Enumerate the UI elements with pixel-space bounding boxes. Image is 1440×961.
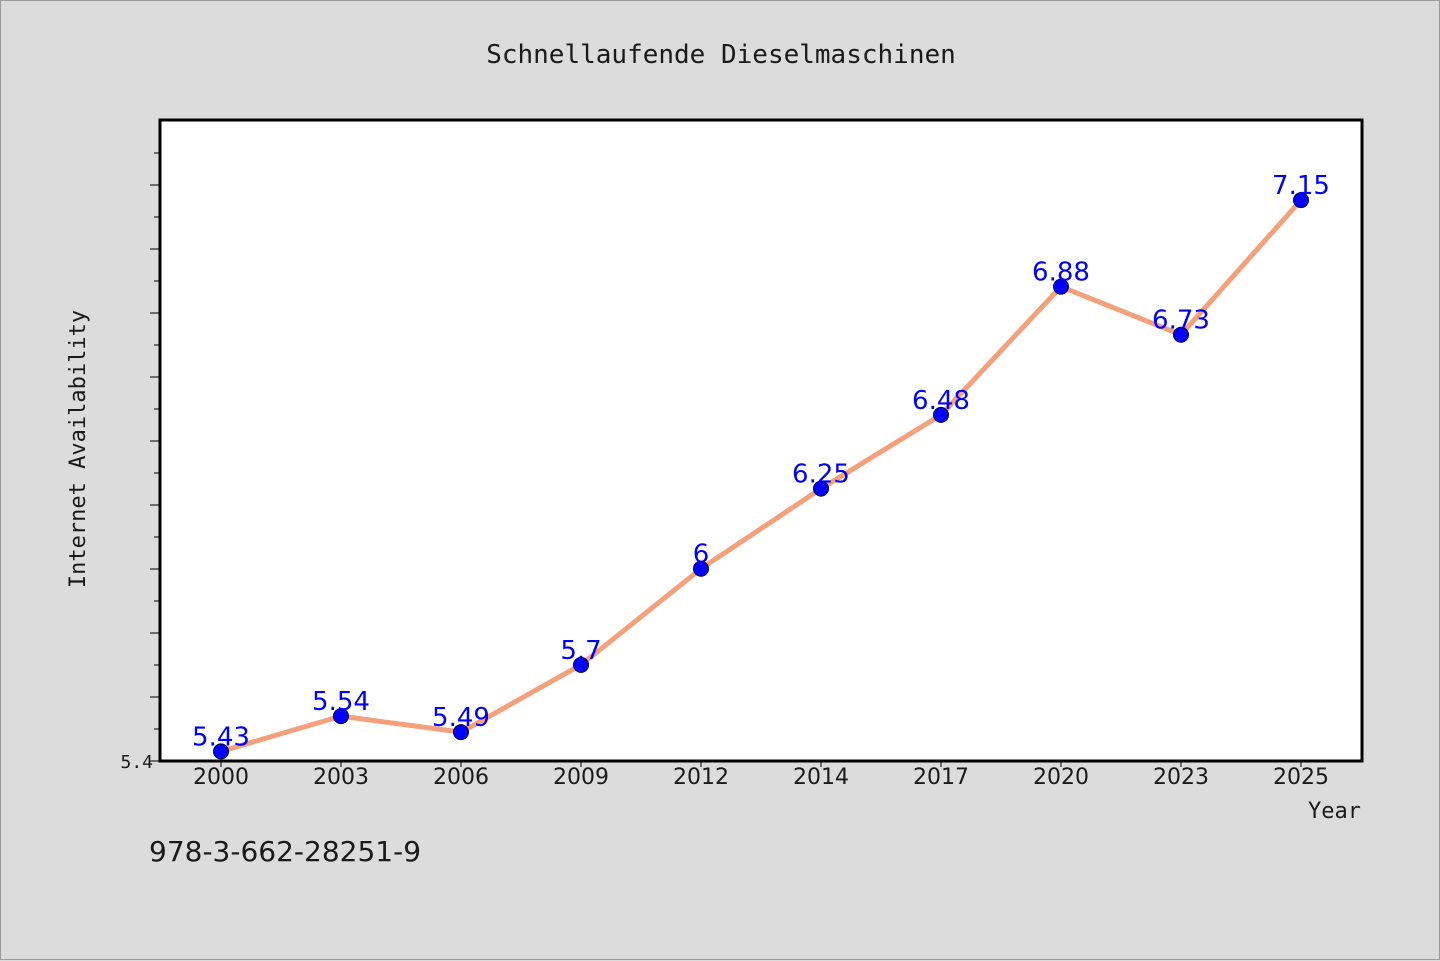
isbn-label: 978-3-662-28251-9 <box>149 835 422 868</box>
data-label: 6.88 <box>1032 258 1090 288</box>
x-tick-label: 2003 <box>313 765 369 790</box>
x-tick-label: 2020 <box>1033 765 1089 790</box>
data-label: 5.54 <box>312 687 370 717</box>
data-point-marker <box>573 656 589 673</box>
x-tick-label: 2017 <box>913 765 969 790</box>
data-point-marker <box>933 406 949 423</box>
x-axis-label: Year <box>1308 799 1361 824</box>
data-point-marker <box>1053 278 1069 295</box>
x-axis-ticks: 2000 2003 2006 2009 2012 2014 2017 2020 2023 2025 <box>193 761 1329 790</box>
chart-title: Schnellaufende Dieselmaschinen <box>486 40 956 70</box>
data-point-marker <box>693 560 709 577</box>
data-label: 6.48 <box>912 386 970 416</box>
data-label: 5.7 <box>560 636 601 666</box>
x-tick-label: 2012 <box>673 765 729 790</box>
plot-area <box>158 118 1364 763</box>
series-group: 5.43 5.54 5.49 5.7 6 6.25 6.48 6.88 6.73 7.15 <box>192 171 1330 760</box>
data-label: 6 <box>693 540 710 570</box>
data-label: 6.25 <box>792 460 850 490</box>
y-axis-ticks <box>150 152 160 762</box>
data-label: 7.15 <box>1272 171 1330 201</box>
data-label: 5.49 <box>432 703 490 733</box>
data-point-marker <box>1293 192 1309 209</box>
x-tick-label: 2014 <box>793 765 849 790</box>
data-point-marker <box>333 708 349 725</box>
x-tick-label: 2009 <box>553 765 609 790</box>
x-tick-label: 2023 <box>1153 765 1209 790</box>
data-point-marker <box>1173 326 1189 343</box>
y-axis-label: Internet Availability <box>66 310 91 588</box>
data-point-marker <box>813 480 829 497</box>
y-tick-label: 5.4 <box>120 752 153 773</box>
data-label: 5.43 <box>192 722 250 752</box>
x-tick-label: 2000 <box>193 765 249 790</box>
x-tick-label: 2006 <box>433 765 489 790</box>
x-tick-label: 2025 <box>1273 765 1329 790</box>
series-line <box>220 198 1303 754</box>
data-label: 6.73 <box>1152 306 1210 336</box>
data-point-marker <box>453 724 469 741</box>
data-point-marker <box>213 743 229 760</box>
